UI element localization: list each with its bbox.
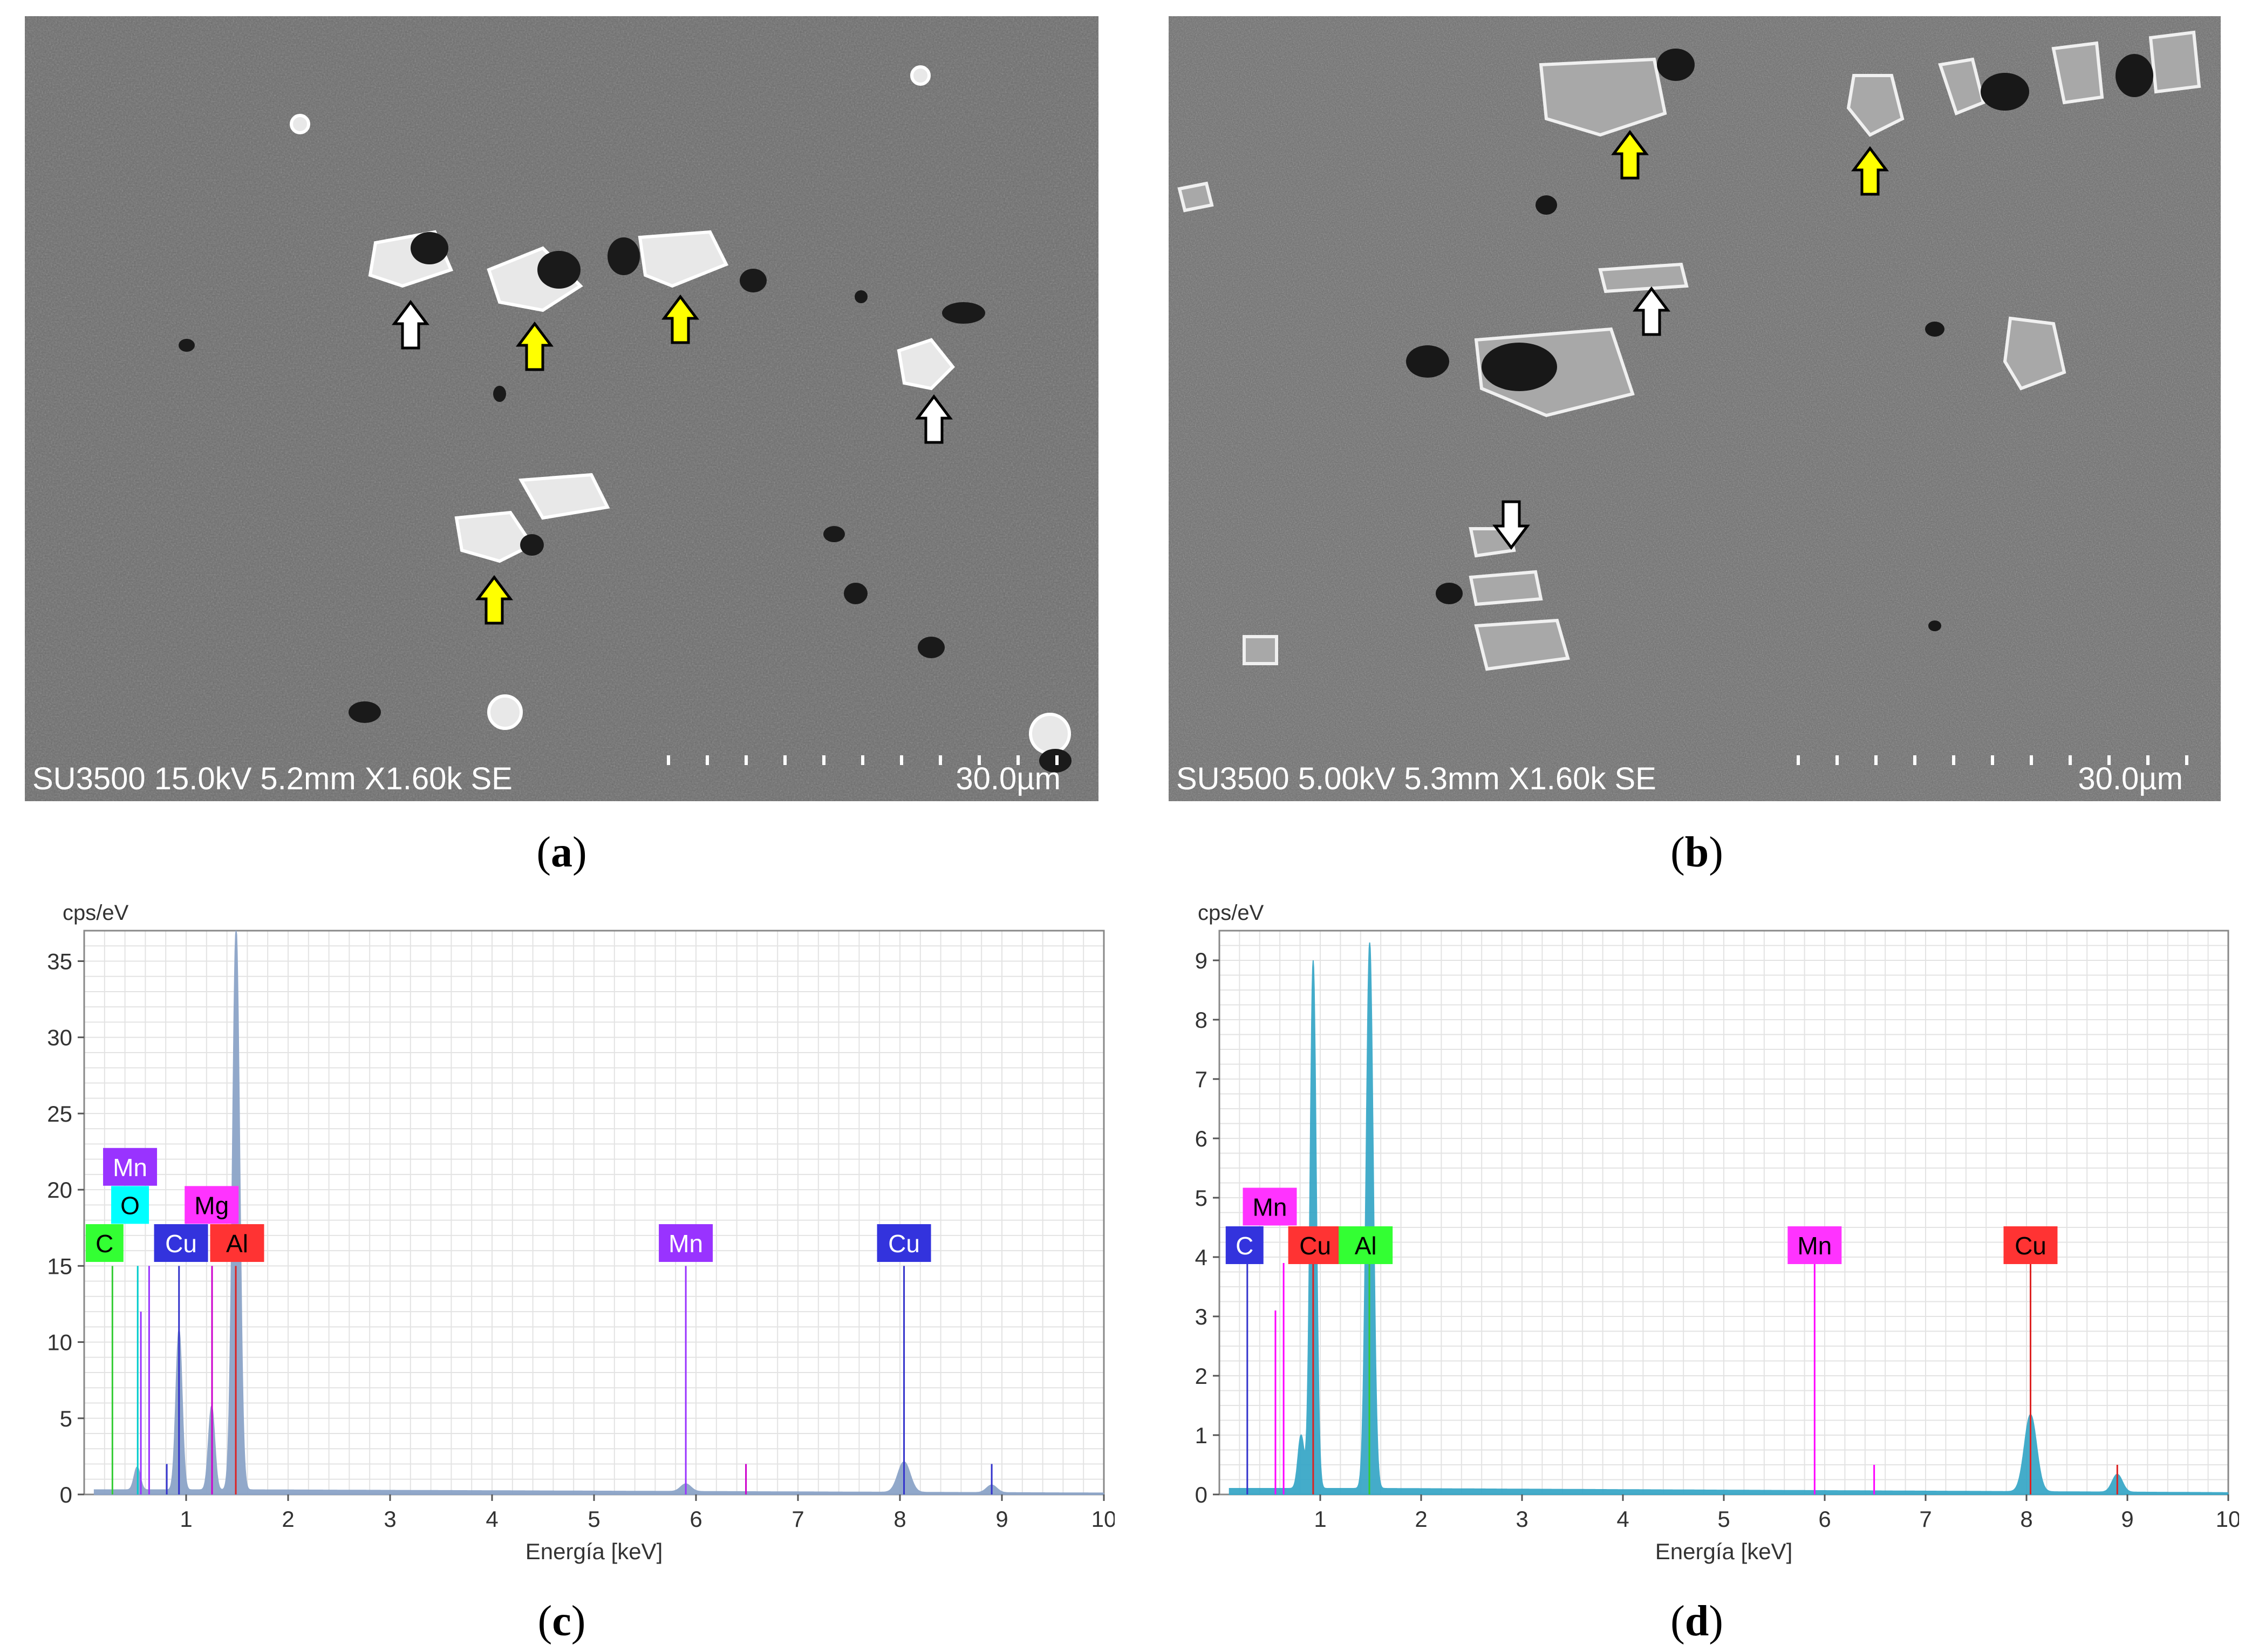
element-label-bg (111, 1186, 149, 1224)
element-label: O (120, 1191, 140, 1219)
x-tick-label: 4 (486, 1506, 498, 1532)
sem-info-label: SU3500 5.00kV 5.3mm X1.60k SE (1176, 761, 1656, 796)
element-label: Al (1355, 1232, 1377, 1260)
eds-spectrum-d: Mn C Cu Al Mn Cu 1 2 3 4 5 6 7 8 9 10 0 1 2 3 4 5 6 7 8 9 cps/eV En… (1160, 896, 2239, 1575)
white-arrow-icon (392, 299, 429, 350)
sem-texture-b (1169, 16, 2221, 801)
element-label: Mn (668, 1230, 703, 1258)
y-tick-label: 10 (47, 1330, 72, 1355)
x-tick-label: 4 (1616, 1506, 1629, 1532)
caption-c: (c) (537, 1598, 586, 1645)
x-tick-label: 6 (690, 1506, 702, 1532)
y-tick-label: 9 (1195, 948, 1207, 973)
element-label-bg (103, 1148, 158, 1186)
element-label: Cu (2015, 1232, 2046, 1260)
sem-info-label: SU3500 15.0kV 5.2mm X1.60k SE (32, 761, 513, 796)
x-tick-label: 6 (1818, 1506, 1831, 1532)
spectrum-area (93, 930, 1105, 1495)
x-tick-label: 5 (1717, 1506, 1730, 1532)
element-label-bg (1787, 1226, 1842, 1264)
y-tick-label: 4 (1195, 1245, 1207, 1270)
element-label: C (1236, 1232, 1253, 1260)
eds-chart-c: Mn O Mg C Cu Al Mn Cu 1 2 3 4 5 6 7 8 9 10 0 5 10 15 20 25 30 35 c… (47, 901, 1115, 1564)
y-tick-label: 15 (47, 1253, 72, 1279)
y-tick-label: 20 (47, 1177, 72, 1203)
spectrum-area (1229, 942, 2229, 1495)
x-tick-label: 8 (893, 1506, 906, 1532)
x-tick-label: 1 (180, 1506, 192, 1532)
x-tick-label: 9 (2121, 1506, 2133, 1532)
x-tick-label: 3 (384, 1506, 396, 1532)
y-tick-label: 30 (47, 1025, 72, 1050)
x-tick-label: 10 (2216, 1506, 2239, 1532)
x-tick-label: 7 (1919, 1506, 1932, 1532)
element-label-bg (185, 1186, 239, 1224)
y-tick-label: 6 (1195, 1126, 1207, 1151)
element-label-bg (85, 1224, 124, 1262)
sem-image-a: SU3500 15.0kV 5.2mm X1.60k SE 30.0µm (25, 16, 1098, 801)
sem-image-b: SU3500 5.00kV 5.3mm X1.60k SE 30.0µm (1169, 16, 2221, 801)
x-axis-label: Energía [keV] (526, 1539, 663, 1564)
x-tick-label: 7 (791, 1506, 804, 1532)
element-label-bg (659, 1224, 713, 1262)
element-label-bg (877, 1224, 931, 1262)
white-arrow-icon (1492, 500, 1530, 550)
yellow-arrow-icon (516, 321, 554, 371)
x-tick-label: 3 (1516, 1506, 1528, 1532)
eds-chart-d: MnC Cu Al Mn Cu1 2 3 4 5 6 7 8 9 100123456789cps/eVEn… (1195, 901, 2239, 1564)
y-axis-label: cps/eV (1198, 901, 1264, 925)
caption-d: (d) (1670, 1598, 1723, 1645)
y-tick-label: 25 (47, 1101, 72, 1127)
yellow-arrow-icon (661, 294, 699, 344)
element-label-bg (154, 1224, 208, 1262)
caption-b: (b) (1670, 829, 1723, 876)
y-tick-label: 8 (1195, 1007, 1207, 1033)
x-tick-label: 1 (1314, 1506, 1326, 1532)
y-tick-label: 5 (60, 1406, 72, 1431)
element-label: Cu (165, 1230, 197, 1258)
x-axis-label: Energía [keV] (1655, 1539, 1792, 1564)
x-tick-label: 2 (282, 1506, 294, 1532)
element-label: Cu (888, 1230, 920, 1258)
y-tick-label: 0 (60, 1482, 72, 1507)
element-label-bg (1225, 1226, 1264, 1264)
element-label-bg (1288, 1226, 1342, 1264)
x-tick-label: 5 (588, 1506, 600, 1532)
y-tick-label: 5 (1195, 1185, 1207, 1211)
y-tick-label: 2 (1195, 1363, 1207, 1389)
y-tick-label: 3 (1195, 1304, 1207, 1329)
element-label: Cu (1299, 1232, 1331, 1260)
x-tick-label: 8 (2020, 1506, 2032, 1532)
x-tick-label: 10 (1091, 1506, 1115, 1532)
y-tick-label: 1 (1195, 1423, 1207, 1448)
caption-a: (a) (536, 829, 587, 876)
element-label-bg (1243, 1187, 1297, 1226)
white-arrow-icon (915, 394, 953, 444)
element-label: Mn (1253, 1193, 1287, 1221)
element-label-bg (1339, 1226, 1393, 1264)
yellow-arrow-icon (1611, 129, 1649, 180)
sem-scale-label: 30.0µm (956, 761, 1061, 796)
y-tick-label: 0 (1195, 1482, 1207, 1507)
yellow-arrow-icon (475, 575, 513, 625)
sem-texture-a (25, 16, 1098, 801)
y-axis-label: cps/eV (63, 901, 129, 925)
element-label: Mg (194, 1191, 229, 1219)
element-label: C (95, 1230, 113, 1258)
y-tick-label: 7 (1195, 1067, 1207, 1092)
element-label: Al (226, 1230, 248, 1258)
element-label-bg (2003, 1226, 2058, 1264)
white-arrow-icon (1633, 286, 1670, 336)
sem-scale-label: 30.0µm (2078, 761, 2183, 796)
eds-spectrum-c: Mn O Mg C Cu Al Mn Cu 1 2 3 4 5 6 7 8 9 10 0 5 10 15 20 25 30 35 c… (25, 896, 1115, 1575)
x-tick-label: 9 (995, 1506, 1008, 1532)
yellow-arrow-icon (1851, 146, 1889, 196)
element-label-bg (210, 1224, 264, 1262)
element-label: Mn (1797, 1232, 1832, 1260)
x-tick-label: 2 (1415, 1506, 1427, 1532)
element-label: Mn (113, 1153, 147, 1182)
y-tick-label: 35 (47, 948, 72, 974)
